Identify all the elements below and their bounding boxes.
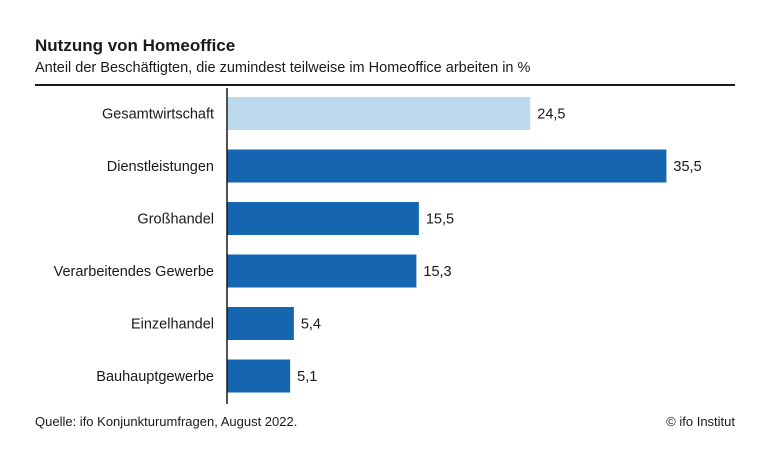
value-label-verarbeitendes-gewerbe: 15,3: [423, 264, 451, 280]
category-label-grosshandel: Großhandel: [137, 212, 214, 228]
title-divider: [35, 84, 735, 86]
chart-title: Nutzung von Homeoffice: [35, 36, 236, 55]
value-label-gesamtwirtschaft: 24,5: [537, 107, 565, 123]
category-label-bauhauptgewerbe: Bauhauptgewerbe: [96, 369, 214, 385]
value-label-bauhauptgewerbe: 5,1: [297, 369, 317, 385]
value-label-einzelhandel: 5,4: [301, 317, 321, 333]
bar-bauhauptgewerbe: [227, 359, 291, 393]
copyright-note: © ifo Institut: [666, 414, 735, 429]
source-note: Quelle: ifo Konjunkturumfragen, August 2…: [35, 414, 298, 429]
chart-subtitle: Anteil der Beschäftigten, die zumindest …: [35, 60, 531, 76]
value-label-dienstleistungen: 35,5: [673, 159, 701, 175]
category-label-gesamtwirtschaft: Gesamtwirtschaft: [102, 107, 214, 123]
bar-gesamtwirtschaft: [227, 97, 531, 130]
category-label-einzelhandel: Einzelhandel: [131, 317, 214, 333]
value-label-grosshandel: 15,5: [426, 212, 454, 228]
bar-einzelhandel: [227, 307, 294, 340]
bar-grosshandel: [227, 202, 419, 235]
bar-verarbeitendes-gewerbe: [227, 254, 417, 288]
category-label-verarbeitendes-gewerbe: Verarbeitendes Gewerbe: [54, 264, 214, 280]
bar-dienstleistungen: [227, 149, 667, 183]
category-label-dienstleistungen: Dienstleistungen: [107, 159, 214, 175]
